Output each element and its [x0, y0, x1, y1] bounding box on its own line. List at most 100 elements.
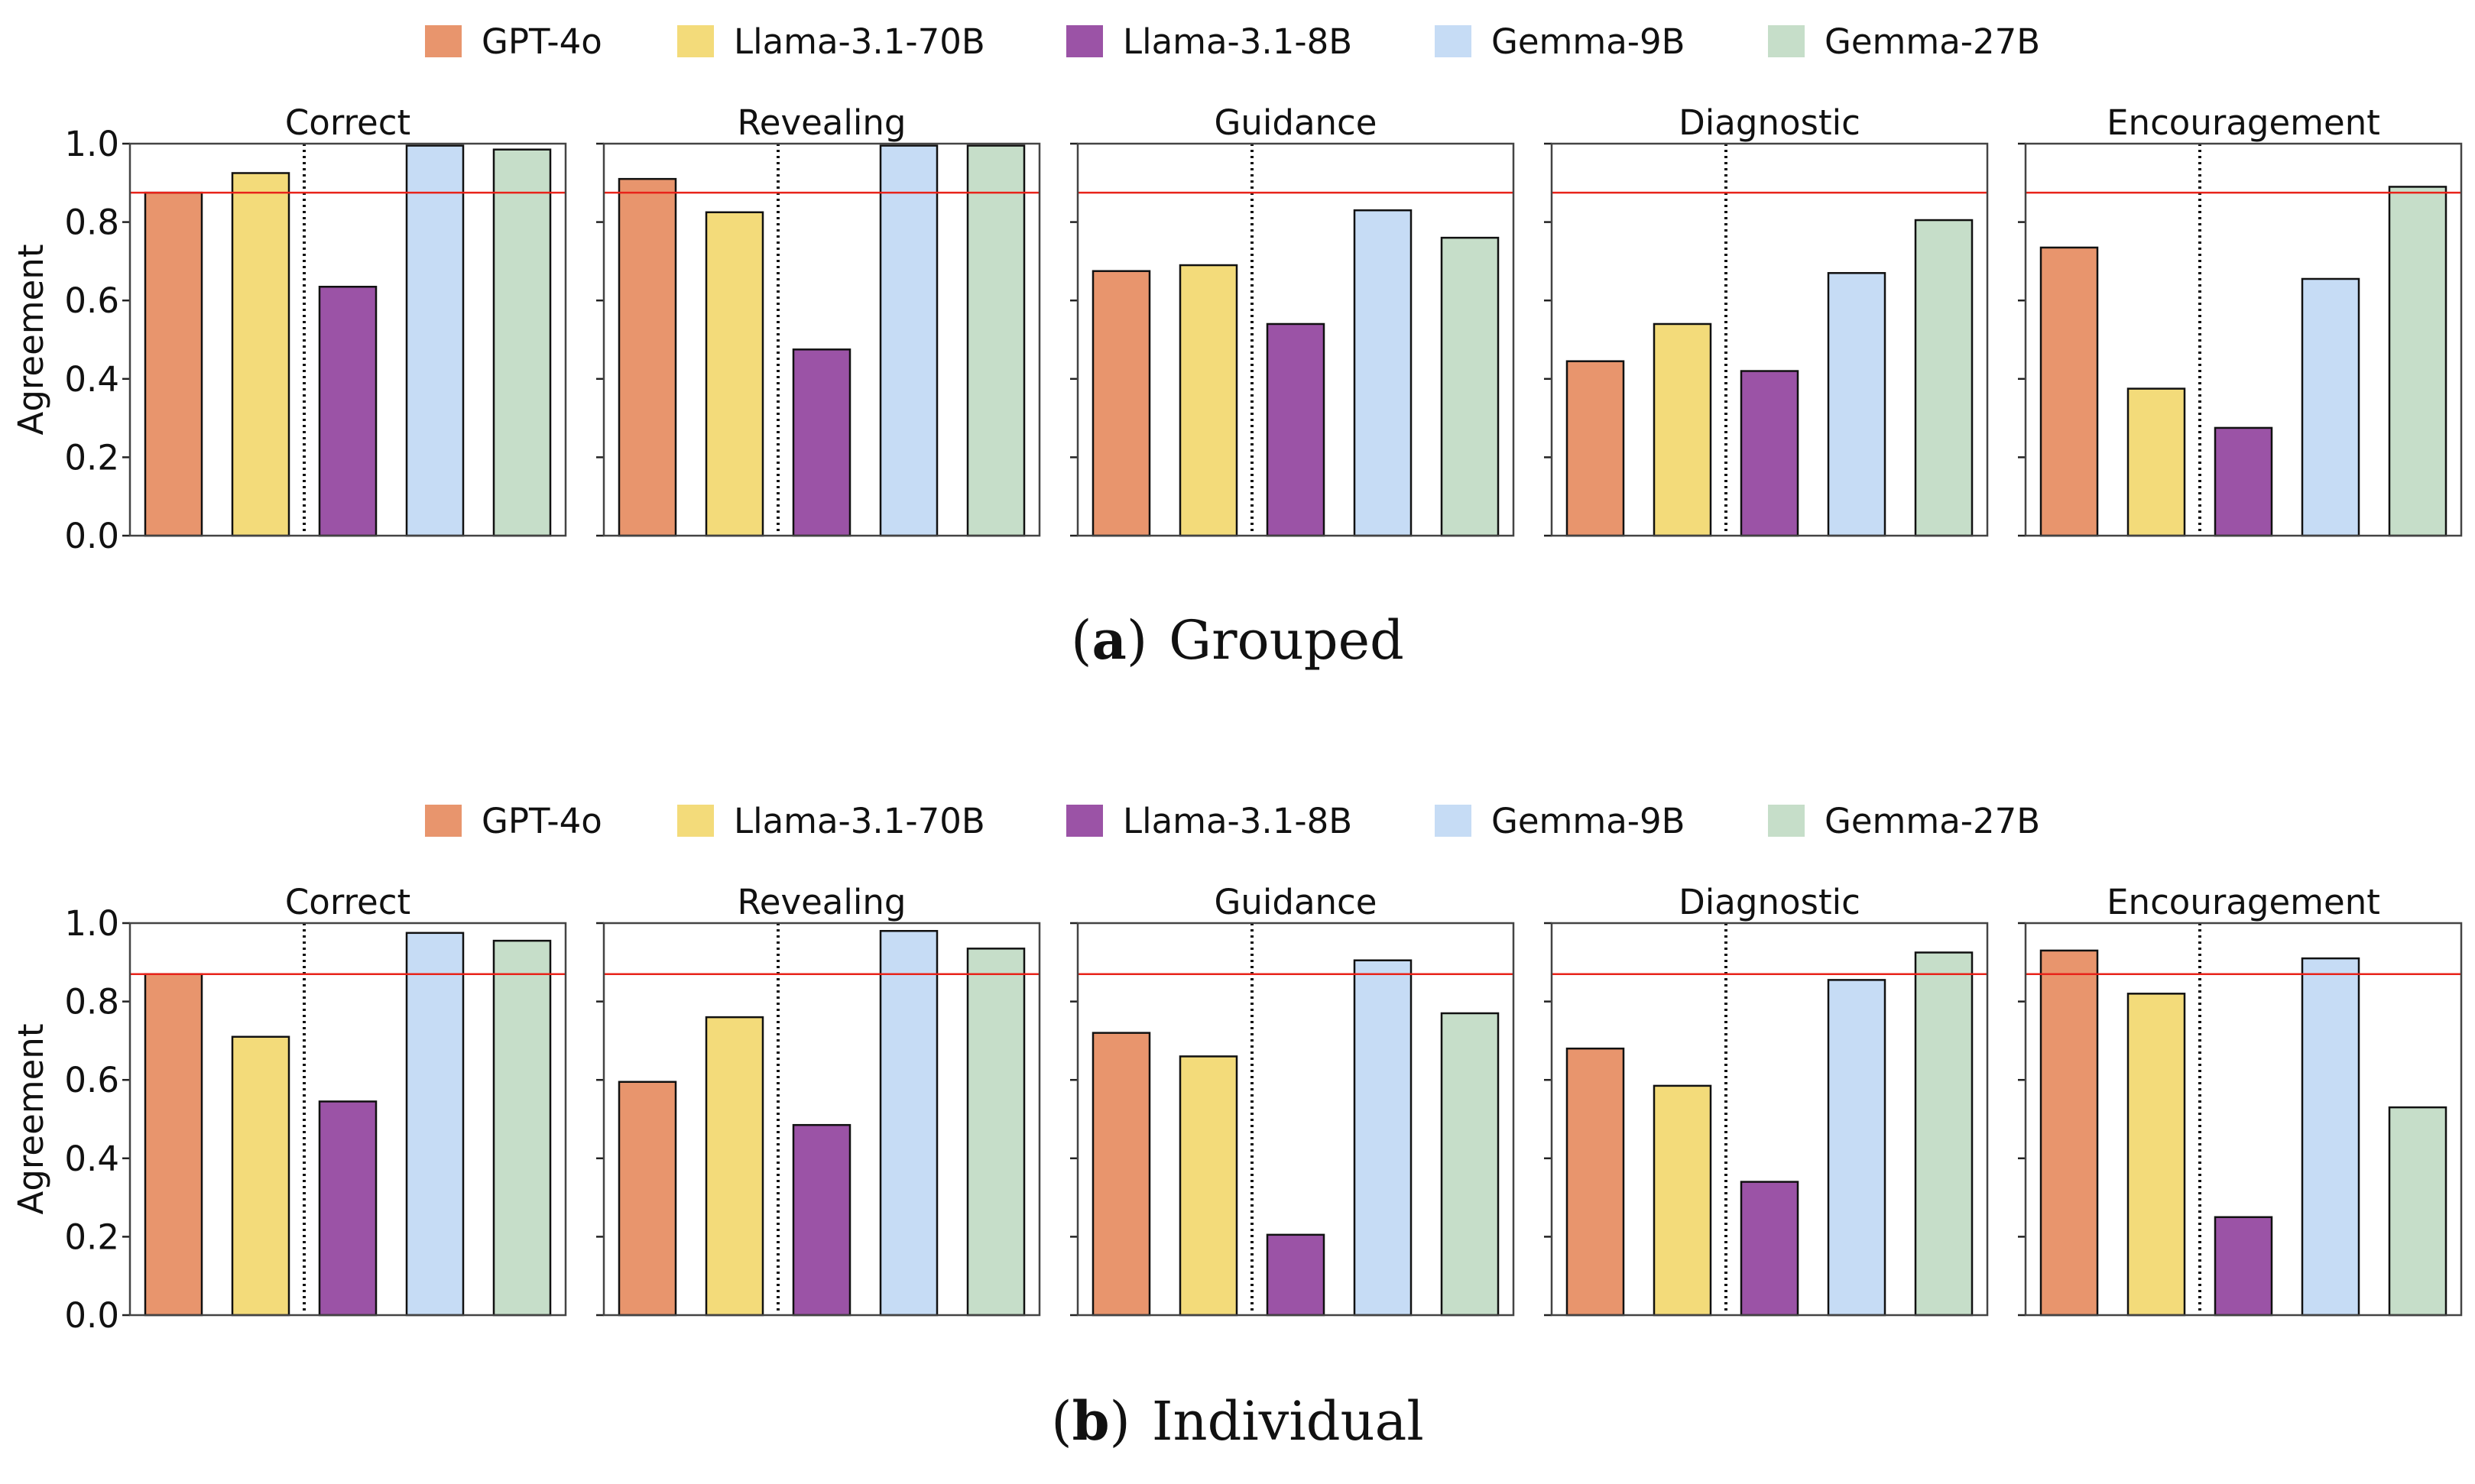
legend-label: Gemma-27B [1825, 21, 2040, 62]
panel-revealing: Revealing [596, 882, 1041, 1317]
legend-swatch [1768, 25, 1805, 57]
legend: GPT-4o Llama-3.1-70B Llama-3.1-8B Gemma-9B G… [425, 21, 2040, 62]
panel-title: Encouragement [2107, 882, 2380, 922]
bar [1179, 1055, 1238, 1317]
bar [2214, 1216, 2273, 1317]
bar [1653, 1084, 1712, 1317]
bar [144, 973, 203, 1317]
bar [1565, 360, 1625, 537]
panel-guidance: Guidance [1070, 882, 1515, 1317]
y-tick-label: 0.2 [64, 1217, 119, 1257]
legend-label: GPT-4o [482, 801, 602, 841]
panel-title: Diagnostic [1679, 102, 1860, 143]
bar [1092, 1032, 1151, 1317]
panel-frame [128, 922, 567, 1317]
panel-title: Revealing [738, 102, 907, 143]
y-tick-label: 1.0 [64, 903, 119, 944]
panel-title: Guidance [1215, 102, 1377, 143]
bar [618, 177, 677, 537]
bar [2388, 186, 2447, 537]
bar [2039, 949, 2099, 1317]
panel-correct: Correct [122, 882, 567, 1317]
panel-diagnostic: Diagnostic [1544, 102, 1989, 537]
y-tick-label: 0.8 [64, 203, 119, 243]
caption: (a) Grouped [1071, 608, 1404, 672]
legend-swatch [1768, 805, 1805, 837]
legend-label: GPT-4o [482, 21, 602, 62]
bar [2301, 957, 2360, 1317]
caption-paren-open: ( [1051, 1390, 1072, 1453]
bar [2039, 246, 2099, 537]
caption: (b) Individual [1051, 1389, 1423, 1453]
y-tick-label: 1.0 [64, 124, 119, 164]
bar [1266, 1233, 1325, 1317]
panel-title: Guidance [1215, 882, 1377, 922]
bar [618, 1081, 677, 1317]
bar [318, 1100, 378, 1317]
y-axis-label: Agreement [11, 245, 51, 436]
bar [1914, 951, 1974, 1317]
panel-frame [1550, 922, 1989, 1317]
bar [705, 211, 764, 537]
bar [1653, 322, 1712, 537]
bar [2388, 1106, 2447, 1317]
bar [231, 172, 290, 537]
y-tick-label: 0.6 [64, 280, 119, 321]
bar [144, 191, 203, 537]
legend-label: Gemma-9B [1491, 21, 1685, 62]
y-axis-label: Agreement [11, 1024, 51, 1215]
panel-frame [2024, 922, 2463, 1317]
legend-label: Gemma-9B [1491, 801, 1685, 841]
legend-label: Llama-3.1-70B [734, 801, 985, 841]
bar [792, 348, 851, 537]
legend-swatch [1066, 805, 1103, 837]
panel-frame [1550, 142, 1989, 537]
bar [1440, 1012, 1500, 1317]
panel-frame [602, 142, 1041, 537]
chart-grouped: GPT-4o Llama-3.1-70B Llama-3.1-8B Gemma-9B G… [11, 21, 2463, 672]
bar [1740, 370, 1799, 537]
panel-frame [602, 922, 1041, 1317]
y-tick-label: 0.6 [64, 1060, 119, 1100]
panel-title: Correct [285, 882, 410, 922]
y-tick-label: 0.4 [64, 359, 119, 400]
bar [1565, 1047, 1625, 1317]
legend-label: Gemma-27B [1825, 801, 2040, 841]
caption-label: a [1092, 608, 1126, 672]
legend-swatch [425, 25, 462, 57]
bar [879, 144, 939, 537]
caption-label: b [1072, 1389, 1110, 1453]
y-tick-label: 0.0 [64, 516, 119, 556]
bar [405, 144, 465, 537]
panel-diagnostic: Diagnostic [1544, 882, 1989, 1317]
panel-frame [128, 142, 567, 537]
panel-encouragement: Encouragement [2018, 102, 2463, 537]
panel-correct: Correct [122, 102, 567, 537]
y-tick-label: 0.2 [64, 437, 119, 478]
bar [2126, 387, 2186, 537]
panel-frame [2024, 142, 2463, 537]
bar [966, 948, 1026, 1317]
legend: GPT-4o Llama-3.1-70B Llama-3.1-8B Gemma-9B G… [425, 801, 2040, 841]
bar [1266, 322, 1325, 537]
bar [879, 930, 939, 1317]
caption-text: Individual [1152, 1390, 1424, 1453]
legend-swatch [425, 805, 462, 837]
y-tick-label: 0.0 [64, 1295, 119, 1336]
panel-guidance: Guidance [1070, 102, 1515, 537]
panel-title: Diagnostic [1679, 882, 1860, 922]
bar [1827, 979, 1886, 1317]
panel-title: Revealing [738, 882, 907, 922]
legend-swatch [1435, 25, 1471, 57]
bar [2301, 277, 2360, 537]
bar [1827, 272, 1886, 537]
bar [1353, 209, 1413, 537]
panel-title: Encouragement [2107, 102, 2380, 143]
caption-paren-close: ) [1110, 1390, 1130, 1453]
bar [1914, 219, 1974, 537]
caption-paren-open: ( [1071, 609, 1092, 672]
bar [231, 1035, 290, 1317]
bar [2126, 993, 2186, 1317]
panel-revealing: Revealing [596, 102, 1041, 537]
